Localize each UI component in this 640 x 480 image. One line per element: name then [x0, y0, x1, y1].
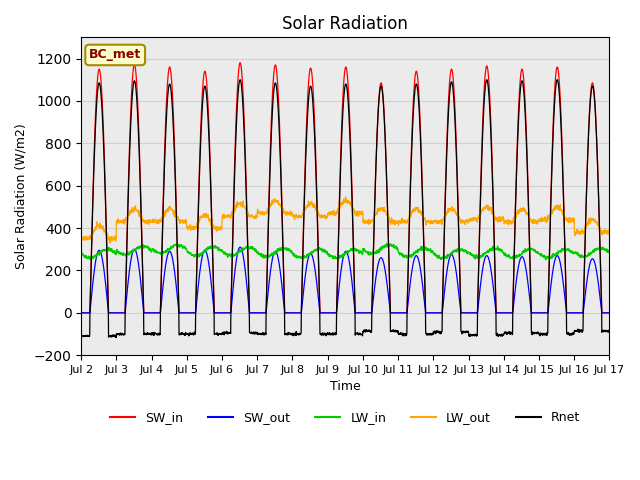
LW_out — [361, 217, 369, 223]
Rnet — [225, 330, 232, 336]
SW_in — [225, 310, 232, 316]
SW_out — [77, 310, 85, 316]
SW_out — [361, 310, 369, 316]
SW_in — [372, 159, 380, 165]
SW_in — [499, 310, 507, 316]
LW_out — [574, 230, 582, 236]
Rnet — [605, 328, 613, 334]
Line: LW_in: LW_in — [81, 243, 609, 260]
LW_out — [605, 229, 613, 235]
SW_out — [372, 274, 380, 279]
Line: SW_out: SW_out — [81, 247, 609, 313]
Rnet — [236, 77, 244, 83]
LW_in — [541, 257, 549, 263]
LW_out — [342, 194, 349, 200]
LW_in — [605, 251, 613, 256]
Rnet — [559, 186, 567, 192]
LW_out — [77, 236, 85, 241]
SW_out — [236, 244, 244, 250]
Legend: SW_in, SW_out, LW_in, LW_out, Rnet: SW_in, SW_out, LW_in, LW_out, Rnet — [106, 406, 586, 429]
Rnet — [112, 335, 120, 340]
Line: LW_out: LW_out — [81, 197, 609, 243]
LW_out — [106, 240, 114, 246]
SW_out — [574, 310, 582, 316]
Title: Solar Radiation: Solar Radiation — [282, 15, 408, 33]
Rnet — [574, 326, 582, 332]
SW_out — [225, 310, 232, 316]
LW_in — [360, 246, 368, 252]
SW_in — [559, 170, 567, 176]
LW_in — [574, 252, 582, 258]
SW_out — [605, 310, 613, 316]
Line: SW_in: SW_in — [81, 63, 609, 313]
LW_out — [559, 210, 567, 216]
LW_in — [225, 252, 232, 258]
LW_in — [499, 250, 507, 255]
Rnet — [372, 154, 380, 160]
SW_out — [499, 310, 507, 316]
Rnet — [361, 328, 369, 334]
SW_in — [236, 60, 244, 66]
LW_out — [499, 214, 507, 220]
Line: Rnet: Rnet — [81, 80, 609, 337]
SW_in — [77, 310, 85, 316]
SW_out — [559, 277, 567, 283]
LW_in — [383, 240, 390, 246]
Y-axis label: Solar Radiation (W/m2): Solar Radiation (W/m2) — [15, 123, 28, 269]
LW_out — [372, 210, 380, 216]
LW_in — [372, 249, 380, 255]
Rnet — [77, 333, 85, 339]
SW_in — [361, 310, 369, 316]
SW_in — [605, 310, 613, 316]
Rnet — [499, 332, 507, 338]
SW_in — [574, 310, 582, 316]
Text: BC_met: BC_met — [89, 48, 141, 61]
X-axis label: Time: Time — [330, 381, 361, 394]
LW_in — [77, 250, 85, 256]
LW_in — [559, 246, 567, 252]
LW_out — [225, 214, 232, 220]
